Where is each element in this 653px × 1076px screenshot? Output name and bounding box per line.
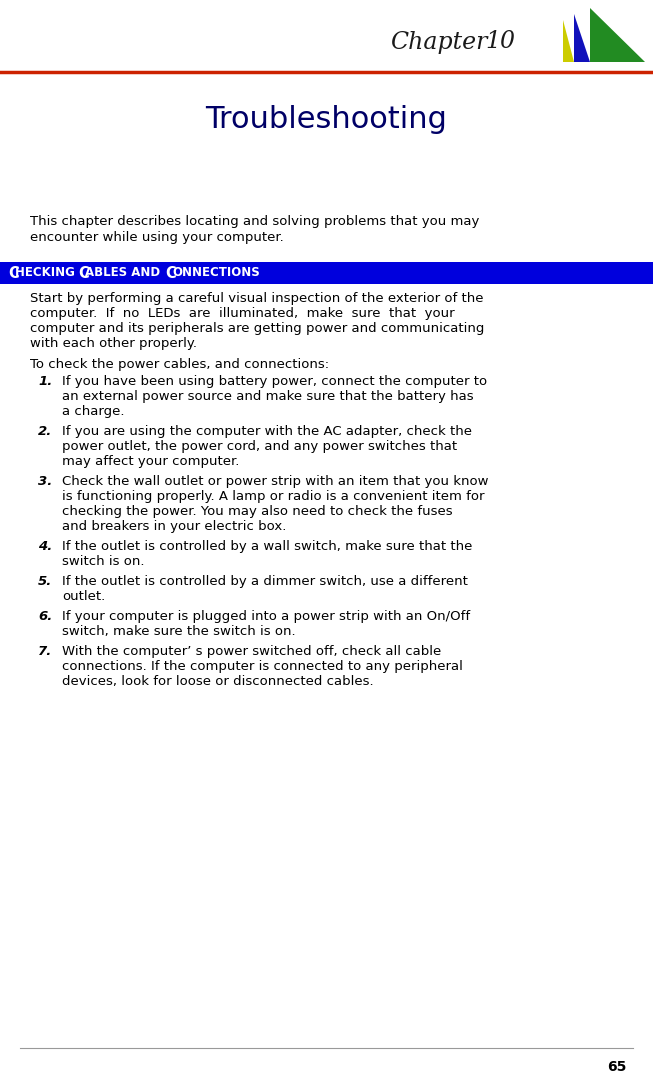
Text: computer.  If  no  LEDs  are  illuminated,  make  sure  that  your: computer. If no LEDs are illuminated, ma… [30,307,454,320]
Text: 7.: 7. [38,645,52,659]
Text: Start by performing a careful visual inspection of the exterior of the: Start by performing a careful visual ins… [30,292,483,305]
Bar [0,261,653,284]
Text: 1.: 1. [38,376,52,388]
Text: Check the wall outlet or power strip with an item that you know: Check the wall outlet or power strip wit… [62,475,488,489]
Text: With the computer’ s power switched off, check all cable: With the computer’ s power switched off,… [62,645,441,659]
Text: C: C [8,266,19,281]
Text: HECKING: HECKING [15,267,79,280]
Text: encounter while using your computer.: encounter while using your computer. [30,231,284,244]
Text: outlet.: outlet. [62,590,105,603]
Text: connections. If the computer is connected to any peripheral: connections. If the computer is connecte… [62,660,463,672]
Text: ABLES AND: ABLES AND [85,267,165,280]
Text: 4.: 4. [38,540,52,553]
Text: switch, make sure the switch is on.: switch, make sure the switch is on. [62,625,296,638]
Text: 3.: 3. [38,475,52,489]
Text: If the outlet is controlled by a wall switch, make sure that the: If the outlet is controlled by a wall sw… [62,540,472,553]
Text: 5.: 5. [38,575,52,587]
Text: 2.: 2. [38,425,52,438]
Text: a charge.: a charge. [62,405,125,417]
Text: Chapter: Chapter [390,30,487,54]
Polygon shape [563,20,574,62]
Text: power outlet, the power cord, and any power switches that: power outlet, the power cord, and any po… [62,440,457,453]
Text: 10: 10 [485,30,515,54]
Text: may affect your computer.: may affect your computer. [62,455,240,468]
Text: an external power source and make sure that the battery has: an external power source and make sure t… [62,390,473,404]
Text: computer and its peripherals are getting power and communicating: computer and its peripherals are getting… [30,322,485,335]
Text: devices, look for loose or disconnected cables.: devices, look for loose or disconnected … [62,675,374,688]
Polygon shape [574,14,590,62]
Text: C: C [165,266,176,281]
Text: If you are using the computer with the AC adapter, check the: If you are using the computer with the A… [62,425,472,438]
Text: 6.: 6. [38,610,52,623]
Text: If your computer is plugged into a power strip with an On/Off: If your computer is plugged into a power… [62,610,470,623]
Text: switch is on.: switch is on. [62,555,144,568]
Text: To check the power cables, and connections:: To check the power cables, and connectio… [30,358,329,371]
Text: checking the power. You may also need to check the fuses: checking the power. You may also need to… [62,505,453,518]
Text: is functioning properly. A lamp or radio is a convenient item for: is functioning properly. A lamp or radio… [62,490,485,502]
Polygon shape [590,8,645,62]
Text: and breakers in your electric box.: and breakers in your electric box. [62,520,287,533]
Text: If you have been using battery power, connect the computer to: If you have been using battery power, co… [62,376,487,388]
Text: 65: 65 [607,1060,627,1074]
Text: If the outlet is controlled by a dimmer switch, use a different: If the outlet is controlled by a dimmer … [62,575,468,587]
Text: with each other properly.: with each other properly. [30,337,197,350]
Text: C: C [78,266,89,281]
Text: ONNECTIONS: ONNECTIONS [172,267,260,280]
Text: Troubleshooting: Troubleshooting [205,105,447,134]
Text: This chapter describes locating and solving problems that you may: This chapter describes locating and solv… [30,215,479,228]
